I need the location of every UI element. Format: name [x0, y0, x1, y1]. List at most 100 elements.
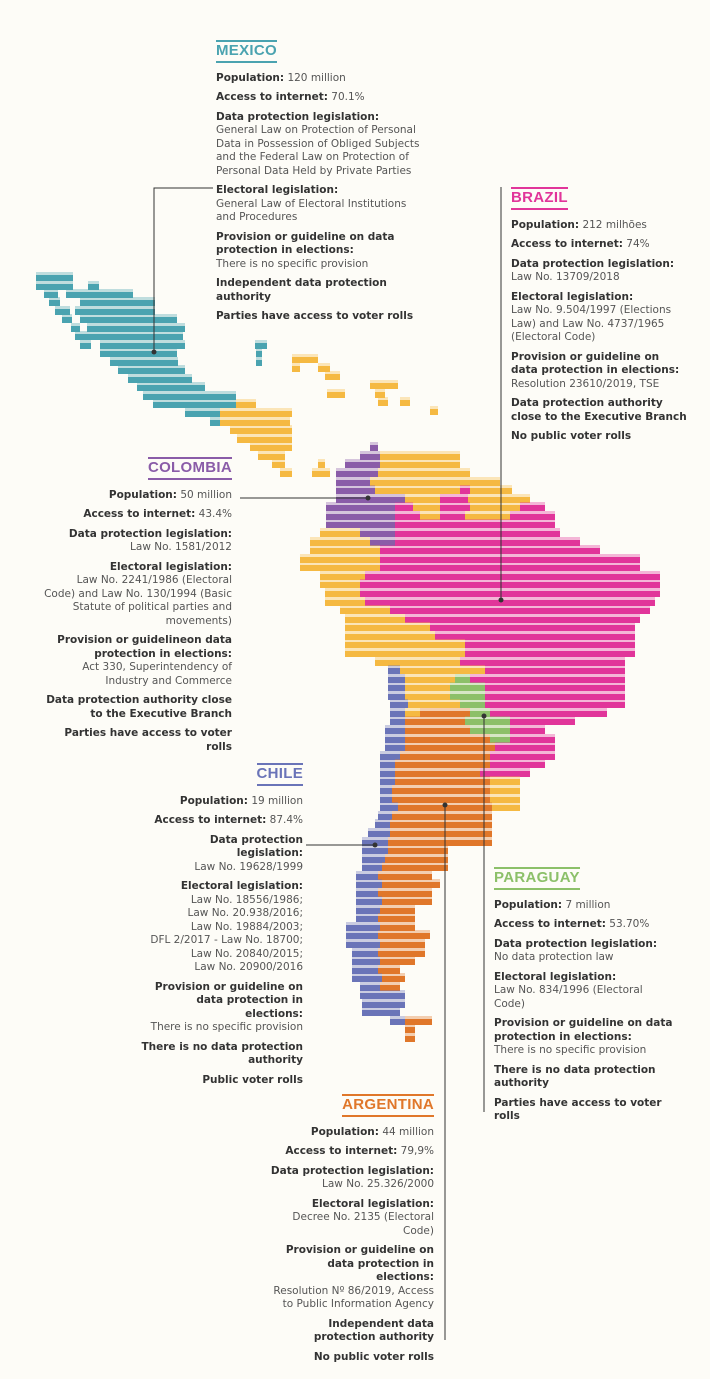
- map-stripe-shade: [356, 896, 382, 899]
- map-stripe-shade: [360, 990, 405, 993]
- map-stripe-shade: [36, 281, 73, 284]
- item-value: Law No. 20900/2016: [194, 961, 303, 973]
- item-value: Law No. 834/1996 (Electoral Code): [494, 984, 643, 1010]
- map-stripe: [408, 702, 460, 708]
- item-value: 120 million: [287, 71, 346, 84]
- map-stripe: [352, 951, 378, 957]
- item-label: There is no data protection authority: [494, 1063, 656, 1090]
- info-item: Independent data protection authority: [270, 1318, 434, 1345]
- map-stripe-shade: [360, 451, 380, 454]
- map-stripe-shade: [336, 485, 375, 488]
- map-stripe: [395, 505, 413, 511]
- map-stripe-shade: [326, 519, 395, 522]
- map-stripe: [87, 326, 185, 332]
- map-stripe-shade: [143, 391, 236, 394]
- map-stripe-shade: [392, 785, 490, 788]
- info-item: Population: 7 million: [494, 899, 674, 913]
- item-value: Law No. 20.938/2016;: [187, 907, 303, 919]
- map-stripe-shade: [356, 913, 378, 916]
- map-stripe: [360, 993, 405, 999]
- dot: [498, 597, 504, 603]
- map-stripe-shade: [440, 511, 465, 514]
- map-stripe-shade: [440, 502, 470, 505]
- item-label: Parties have access to voter rolls: [216, 310, 414, 322]
- map-stripe-shade: [510, 716, 575, 719]
- map-stripe: [405, 711, 420, 717]
- map-stripe-shade: [345, 622, 430, 625]
- map-stripe: [395, 522, 555, 528]
- item-value: Law No. 13709/2018: [511, 271, 620, 283]
- item-label: Population:: [494, 898, 563, 911]
- item-label: Population:: [216, 71, 285, 84]
- map-stripe-shade: [100, 340, 185, 343]
- map-stripe: [380, 797, 392, 803]
- title-row: ARGENTINA: [270, 1094, 434, 1126]
- item-label: Data protection legislation:: [494, 937, 658, 950]
- map-stripe-shade: [388, 691, 405, 694]
- map-stripe: [465, 642, 635, 648]
- item-label: Parties have access to voter rolls: [64, 727, 232, 753]
- map-stripe: [320, 531, 360, 537]
- info-item: Data protection legislation: Law No. 1962…: [140, 834, 303, 875]
- country-panel: MEXICO Population: 120 million Access to i…: [216, 40, 421, 330]
- map-stripe: [380, 985, 400, 991]
- map-stripe-shade: [352, 956, 380, 959]
- map-stripe-shade: [480, 768, 530, 771]
- item-value: Law No. 20840/2015;: [190, 947, 303, 960]
- map-stripe-shade: [382, 879, 440, 882]
- item-label: Access to internet:: [216, 91, 328, 103]
- map-stripe-shade: [395, 519, 555, 522]
- map-stripe-shade: [378, 871, 432, 874]
- map-stripe: [520, 505, 545, 511]
- item-value: Law No. 19884/2003;: [190, 920, 303, 933]
- map-stripe-shade: [405, 614, 640, 617]
- map-stripe: [405, 617, 640, 623]
- map-stripe-shade: [36, 272, 73, 275]
- map-stripe-shade: [490, 708, 607, 711]
- map-stripe: [395, 514, 420, 520]
- map-stripe-shade: [210, 417, 220, 420]
- map-stripe-shade: [185, 408, 220, 411]
- map-stripe-shade: [356, 879, 382, 882]
- item-value: Law No. 25.326/2000: [322, 1178, 434, 1190]
- map-stripe: [378, 916, 415, 922]
- map-stripe-shade: [62, 314, 72, 317]
- map-stripe: [388, 668, 400, 674]
- map-stripe: [352, 968, 378, 974]
- map-stripe: [405, 728, 470, 734]
- map-stripe: [390, 822, 492, 828]
- map-stripe: [430, 409, 438, 415]
- map-stripe-shade: [280, 468, 292, 471]
- item-label: Electoral legislation:: [109, 560, 232, 573]
- item-value: Act 330, Superintendency of Industry and…: [82, 661, 232, 687]
- map-stripe: [44, 292, 58, 298]
- leader-line: [153, 187, 213, 352]
- map-stripe: [495, 745, 555, 751]
- map-stripe: [272, 462, 285, 468]
- map-stripe: [336, 497, 405, 503]
- map-stripe-shade: [405, 691, 450, 694]
- map-stripe: [352, 976, 382, 982]
- item-label: Population:: [179, 794, 248, 807]
- map-stripe: [395, 531, 560, 537]
- map-stripe-shade: [370, 442, 378, 445]
- map-stripe-shade: [465, 639, 635, 642]
- map-stripe: [380, 771, 395, 777]
- map-stripe-shade: [390, 819, 492, 822]
- item-label: Electoral legislation:: [311, 1197, 434, 1210]
- map-stripe: [292, 366, 300, 372]
- map-stripe: [292, 357, 318, 363]
- map-stripe: [320, 582, 360, 588]
- map-stripe: [346, 925, 380, 931]
- info-item: Access to internet: 70.1%: [216, 91, 421, 105]
- item-label: Access to internet:: [83, 508, 196, 520]
- map-stripe-shade: [87, 323, 185, 326]
- map-stripe: [360, 985, 380, 991]
- map-stripe: [345, 651, 465, 657]
- item-label: Data protection authority close to the E…: [46, 694, 232, 720]
- map-stripe: [485, 702, 625, 708]
- map-stripe: [385, 728, 405, 734]
- info-item: Provision or guideline on data protectio…: [140, 981, 303, 1035]
- map-stripe-shade: [470, 725, 510, 728]
- map-stripe-shade: [400, 397, 410, 400]
